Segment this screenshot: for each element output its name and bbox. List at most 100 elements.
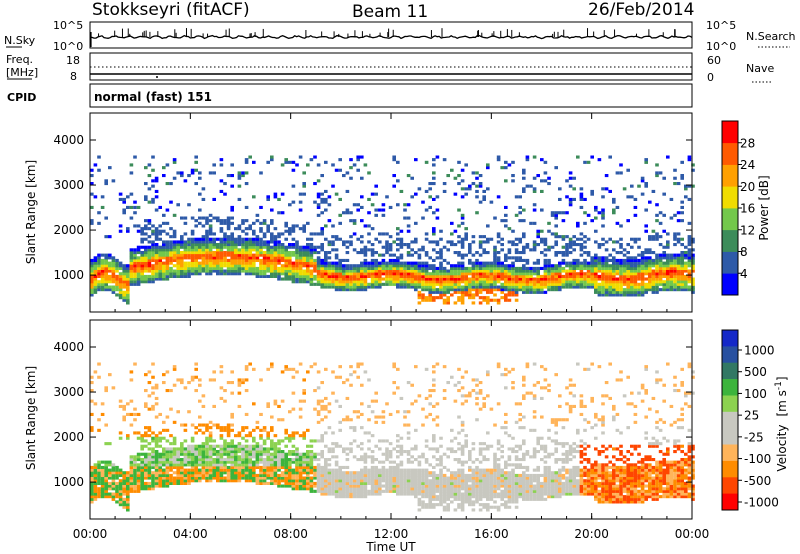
power-cell: [432, 266, 436, 270]
power-cell: [190, 258, 195, 262]
power-cell: [252, 195, 256, 199]
power-cell: [543, 240, 548, 244]
velocity-cell: [324, 492, 328, 496]
power-cell: [612, 197, 616, 201]
power-cell: [136, 248, 141, 252]
power-cell: [108, 274, 112, 278]
velocity-cell: [169, 465, 173, 469]
power-cell: [576, 261, 580, 265]
power-cell: [561, 282, 566, 286]
power-cell: [273, 272, 278, 276]
velocity-cell: [122, 473, 126, 477]
power-cell: [392, 240, 396, 244]
velocity-cell: [396, 465, 400, 469]
power-cell: [194, 266, 198, 270]
power-cell: [259, 243, 263, 247]
velocity-cell: [100, 489, 105, 493]
velocity-cell: [316, 386, 321, 390]
power-cell: [169, 200, 173, 204]
power-cell: [676, 282, 681, 286]
power-cell: [428, 290, 432, 294]
power-cell: [687, 253, 692, 257]
velocity-cell: [356, 479, 360, 483]
power-cell: [388, 264, 393, 268]
velocity-cell: [154, 468, 159, 472]
velocity-cell: [237, 391, 242, 395]
power-cell: [597, 282, 602, 286]
velocity-cell: [223, 476, 227, 480]
power-cell: [493, 216, 497, 220]
power-cell: [594, 282, 598, 286]
power-cell: [97, 168, 101, 172]
power-cell: [126, 195, 130, 199]
velocity-cell: [176, 481, 180, 485]
power-cell: [280, 243, 285, 247]
velocity-cell: [262, 463, 267, 467]
power-cell: [90, 280, 94, 284]
velocity-cell: [288, 473, 292, 477]
power-cell: [320, 280, 324, 284]
power-cell: [644, 285, 648, 289]
power-cell: [637, 264, 641, 268]
power-cell: [104, 261, 108, 265]
power-cell: [176, 240, 180, 244]
velocity-cell: [338, 365, 342, 369]
power-cell: [532, 208, 537, 212]
velocity-cell: [295, 487, 299, 491]
power-cell: [208, 224, 213, 228]
velocity-cell: [111, 497, 116, 501]
power-cell: [547, 272, 551, 276]
power-cell: [601, 269, 605, 273]
power-cell: [313, 261, 317, 265]
velocity-cell: [190, 439, 195, 443]
velocity-cell: [97, 492, 101, 496]
power-cell: [237, 272, 242, 276]
power-cell: [363, 248, 368, 252]
velocity-cell: [169, 473, 173, 477]
power-cell: [334, 253, 339, 257]
power-cell: [572, 248, 576, 252]
velocity-cell: [270, 362, 274, 366]
power-cell: [396, 243, 400, 247]
power-cell: [162, 240, 166, 244]
power-cell: [565, 274, 569, 278]
power-cell: [360, 264, 364, 268]
power-cell: [486, 166, 490, 170]
power-cell: [208, 264, 213, 268]
power-cell: [208, 232, 213, 236]
velocity-cell: [338, 375, 342, 379]
velocity-cell: [349, 481, 353, 485]
power-cell: [93, 290, 98, 294]
power-cell: [471, 282, 476, 286]
power-cell: [680, 285, 684, 289]
power-cell: [219, 179, 224, 183]
velocity-cell: [136, 476, 141, 480]
power-cell: [385, 243, 389, 247]
power-cell: [406, 243, 411, 247]
power-cell: [165, 208, 170, 212]
velocity-cell: [324, 407, 328, 411]
power-cell: [108, 261, 112, 265]
power-cell: [378, 274, 382, 278]
power-cell: [622, 290, 627, 294]
velocity-cell: [208, 460, 213, 464]
velocity-cell: [288, 484, 292, 488]
power-cell: [662, 192, 666, 196]
power-cell: [504, 160, 508, 164]
velocity-cell: [147, 468, 152, 472]
power-cell: [421, 216, 425, 220]
velocity-cell: [259, 412, 263, 416]
power-cell: [277, 243, 281, 247]
power-cell: [154, 189, 159, 193]
power-cell: [565, 211, 569, 215]
velocity-cell: [133, 465, 137, 469]
power-cell: [298, 251, 303, 255]
velocity-cell: [187, 460, 191, 464]
power-cell: [237, 197, 242, 201]
power-cell: [302, 227, 306, 231]
power-cell: [90, 288, 94, 292]
velocity-cell: [162, 428, 166, 432]
velocity-cell: [244, 389, 249, 393]
velocity-cell: [385, 473, 389, 477]
power-cell: [291, 251, 296, 255]
